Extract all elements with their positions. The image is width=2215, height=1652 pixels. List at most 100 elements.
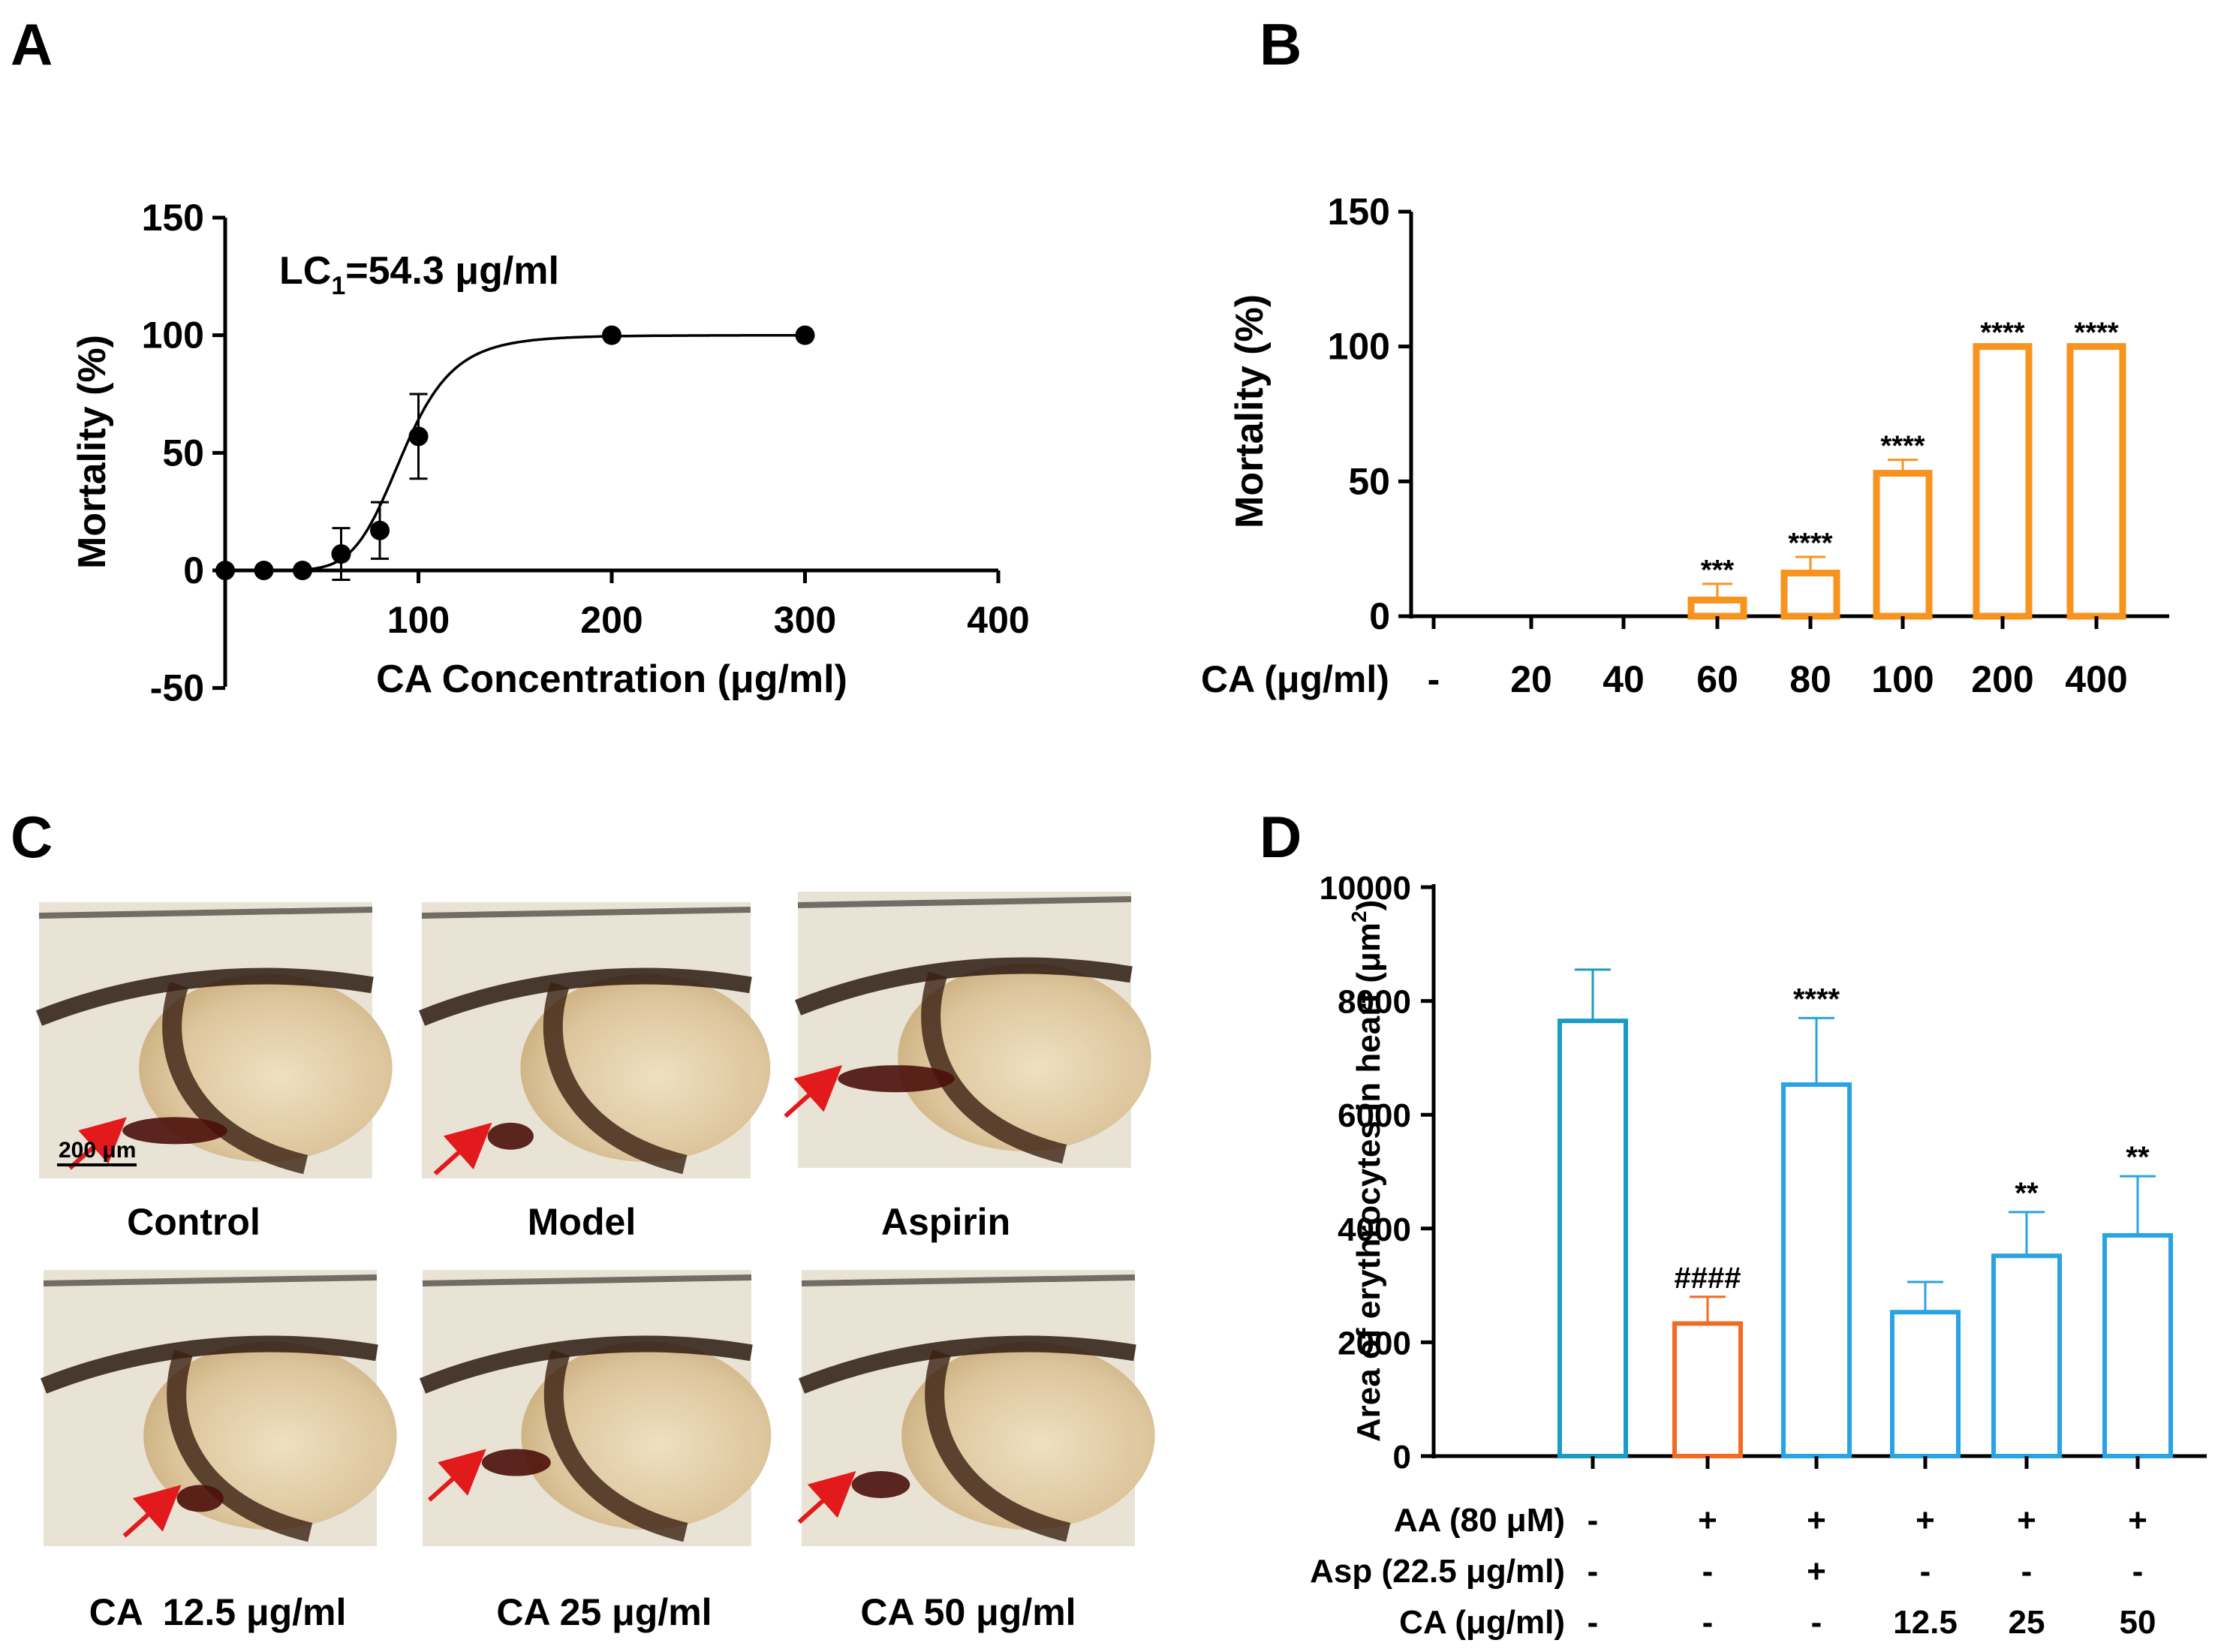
venous-vessel	[167, 1350, 313, 1542]
panel-b-category-label: 20	[1510, 658, 1552, 700]
venous-vessel	[543, 1350, 688, 1542]
caption-aspirin: Aspirin	[881, 1201, 1010, 1243]
panel-c-images	[35, 892, 1155, 1546]
panel-d-treatment-rows: AA (80 μM) - + + + + +Asp (22.5 μg/ml) - - + - - -CA…	[1310, 1502, 2156, 1641]
caption-model: Model	[528, 1201, 636, 1243]
heart-erythrocytes	[176, 1485, 224, 1512]
panel-a-y-ticks: 150 100 50 0 -50	[142, 197, 225, 709]
panel-a-data-point	[254, 561, 274, 580]
panel-d-row-value: -	[1702, 1553, 1714, 1590]
panel-b-categories: - 20 40 60 80 100 200 400	[1428, 616, 2128, 700]
panel-d-row-value: -	[1811, 1604, 1822, 1641]
panel-d-row-value: +	[2128, 1502, 2147, 1539]
panel-b-significance: ****	[2074, 317, 2118, 349]
panel-a-x-tick-label: 400	[967, 599, 1029, 641]
zebrafish-image	[419, 1270, 772, 1546]
panel-a-y-tick-label: 100	[142, 314, 204, 357]
heart-erythrocytes	[122, 1117, 227, 1145]
panel-c: C 200 μm Control Model Aspirin CA 12.5 μ…	[11, 804, 1155, 1633]
panel-a-data-point	[408, 426, 429, 447]
panel-d-bar	[1781, 1082, 1852, 1458]
panel-b-y-tick-label: 100	[1328, 326, 1390, 368]
panel-d-y-tick-label: 6000	[1338, 1097, 1411, 1134]
panel-d-y-tick-label: 4000	[1338, 1211, 1411, 1248]
panel-b-y-tick-label: 150	[1328, 191, 1390, 233]
panel-d-row-value: 50	[2120, 1604, 2156, 1641]
panel-d-significance: **	[2015, 1177, 2039, 1210]
panel-a-data-point	[602, 325, 621, 345]
panel-d-row-value: -	[1588, 1502, 1599, 1539]
panel-d-row-value: -	[2132, 1553, 2144, 1590]
red-arrow-icon	[122, 1485, 182, 1538]
panel-b-significance: ****	[1788, 528, 1832, 559]
panel-d-row-value: 12.5	[1893, 1604, 1958, 1641]
heart-erythrocytes	[838, 1065, 955, 1093]
panel-b-category-label: 100	[1871, 658, 1934, 700]
panel-b-category-label: 400	[2065, 658, 2127, 700]
panel-b-y-label: Mortality (%)	[1228, 294, 1272, 528]
dorsal-fin-line	[801, 1274, 1136, 1286]
panel-d-row-label: AA (80 μM)	[1394, 1502, 1565, 1539]
zebrafish-image	[35, 902, 393, 1178]
panel-a-x-tick-label: 300	[774, 599, 836, 641]
panel-a-x-tick-label: 100	[387, 599, 450, 641]
dorsal-fin-line	[38, 907, 373, 919]
red-arrow-icon	[797, 1470, 856, 1524]
panel-d-y-tick-label: 2000	[1338, 1325, 1411, 1362]
panel-a-letter: A	[11, 11, 53, 77]
venous-vessel	[925, 1350, 1071, 1542]
red-arrow-icon	[784, 1065, 843, 1118]
panel-d-significance: ####	[1675, 1262, 1741, 1295]
heart-erythrocytes	[481, 1449, 551, 1476]
panel-d-row-value: -	[1588, 1604, 1599, 1641]
panel-b-y-tick-label: 0	[1369, 595, 1390, 637]
panel-d-bar	[1557, 1019, 1628, 1458]
panel-b-y-ticks: 150 100 50 0	[1328, 191, 1411, 637]
zebrafish-image	[797, 1270, 1155, 1546]
dorsal-vessel	[35, 967, 374, 1026]
panel-b-category-label: 200	[1971, 658, 2033, 700]
panel-d-row-value: +	[1807, 1502, 1826, 1539]
panel-a-y-tick-label: 50	[162, 432, 204, 474]
panel-d-bar	[2102, 1232, 2173, 1458]
panel-d-row-label: CA (μg/ml)	[1399, 1604, 1565, 1641]
panel-b-category-label: 40	[1603, 658, 1645, 700]
panel-b-significance: ***	[1701, 555, 1735, 586]
panel-d-bars: ####********	[1557, 968, 2173, 1469]
panel-d-significance: **	[2126, 1141, 2150, 1174]
panel-d-bar	[1890, 1310, 1961, 1458]
dorsal-vessel	[794, 957, 1133, 1016]
panel-d-row-value: -	[1588, 1553, 1599, 1590]
venous-vessel	[162, 982, 308, 1175]
dorsal-vessel	[798, 1335, 1136, 1394]
zebrafish-image	[418, 902, 771, 1178]
heart-erythrocytes	[487, 1122, 534, 1150]
panel-a-y-tick-label: 0	[183, 549, 204, 591]
panel-d-letter: D	[1259, 804, 1302, 870]
panel-d-row-value: +	[1807, 1553, 1826, 1590]
panel-b-bar	[1780, 570, 1840, 620]
caption-control: Control	[127, 1201, 260, 1243]
panel-a-x-tick-label: 200	[580, 599, 643, 641]
panel-a-data-point	[795, 325, 815, 345]
panel-d-y-label: Area of erythrocytes in heart (μm2)	[1347, 900, 1387, 1442]
panel-a-annotation: LC1=54.3 μg/ml	[279, 249, 559, 300]
panel-b-significance: ****	[1980, 317, 2024, 349]
panel-a: A 150 100 50 0 -50 100 200 300 400 LC1=54.3 μg/…	[11, 11, 1030, 709]
panel-a-y-tick-label: -50	[150, 667, 204, 709]
panel-d-row-value: -	[2021, 1553, 2033, 1590]
dorsal-vessel	[418, 967, 752, 1026]
panel-a-y-label: Mortality (%)	[71, 335, 114, 569]
scale-bar: 200 μm	[57, 1138, 137, 1166]
caption-ca-50: CA 50 μg/ml	[860, 1591, 1076, 1633]
panel-b-significance: ****	[1880, 431, 1925, 462]
panel-a-data-point	[215, 561, 235, 580]
scale-bar-label: 200 μm	[59, 1138, 136, 1163]
panel-d-y-tick-label: 0	[1393, 1439, 1411, 1476]
panel-a-x-ticks: 100 200 300 400	[387, 570, 1030, 641]
panel-d-y-tick-label: 10000	[1320, 870, 1411, 907]
panel-a-points	[215, 325, 815, 582]
dorsal-fin-line	[422, 1274, 752, 1286]
panel-d-bar	[1672, 1321, 1743, 1458]
